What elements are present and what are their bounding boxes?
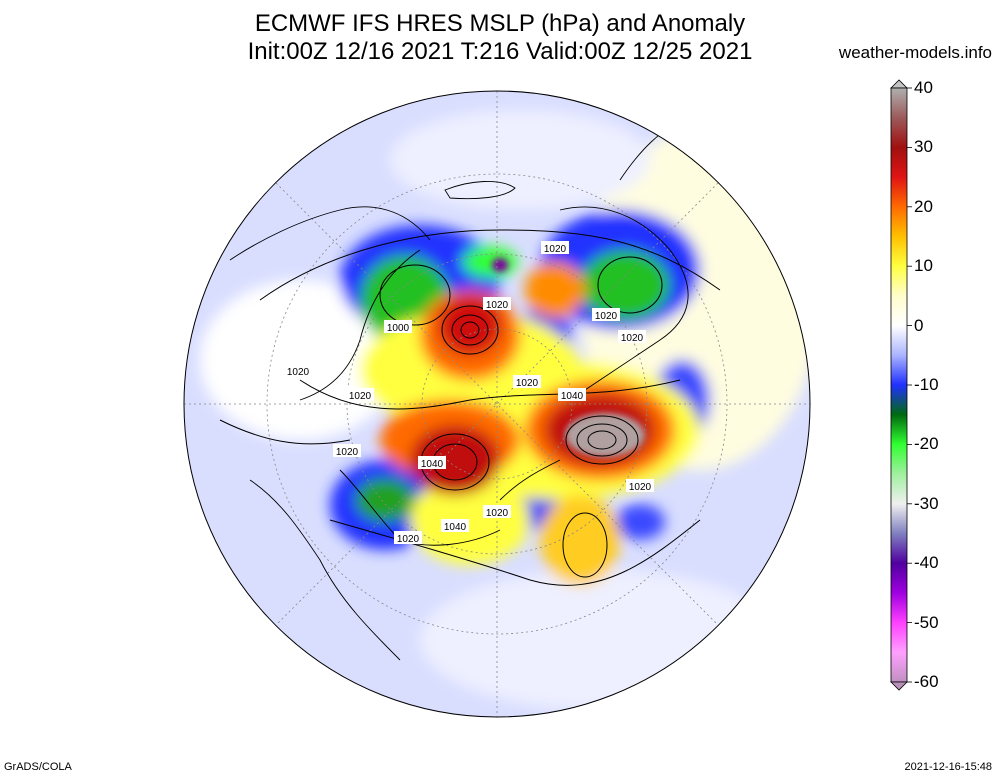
isobar-label: 1040	[441, 519, 469, 533]
colorbar-label: -60	[914, 672, 939, 691]
colorbar-label: -30	[914, 493, 939, 513]
colorbar-label: -50	[914, 612, 939, 632]
colorbar-bottom-arrow	[890, 681, 908, 691]
map-border	[183, 90, 811, 718]
footer-software: GrADS/COLA	[4, 761, 72, 773]
map-subtitle: Init:00Z 12/16 2021 T:216 Valid:00Z 12/2…	[247, 38, 753, 65]
isobar-label: 1000	[384, 320, 412, 334]
svg-text:1020: 1020	[349, 391, 372, 402]
isobar-label: 1020	[346, 388, 374, 402]
svg-text:1020: 1020	[397, 534, 420, 545]
isobar-label: 1020	[284, 364, 312, 378]
colorbar-label: 10	[914, 256, 933, 276]
svg-text:1020: 1020	[621, 333, 644, 344]
svg-text:1020: 1020	[516, 378, 539, 389]
svg-text:1020: 1020	[595, 311, 618, 322]
isobar-label: 1020	[618, 330, 646, 344]
svg-text:1020: 1020	[486, 300, 509, 311]
svg-text:1020: 1020	[287, 367, 310, 378]
graticule	[184, 91, 810, 717]
svg-text:1020: 1020	[544, 244, 567, 255]
colorbar-top-arrow	[890, 79, 908, 89]
isobar-label: 1020	[626, 479, 654, 493]
isobar-label: 1020	[394, 531, 422, 545]
footer-timestamp: 2021-12-16-15:48	[904, 761, 992, 773]
svg-text:1020: 1020	[486, 508, 509, 519]
svg-text:1020: 1020	[336, 447, 359, 458]
colorbar-label: -40	[914, 553, 939, 573]
colorbar-label: 30	[914, 137, 933, 157]
isobar-label: 1020	[483, 297, 511, 311]
svg-text:1020: 1020	[629, 482, 652, 493]
map-title: ECMWF IFS HRES MSLP (hPa) and Anomaly	[254, 10, 746, 37]
colorbar-label: -20	[914, 434, 939, 454]
colorbar-label: 0	[914, 315, 924, 335]
isobar-label: 1020	[483, 505, 511, 519]
credit-text: weather-models.info	[838, 43, 992, 62]
svg-text:1040: 1040	[421, 459, 444, 470]
svg-text:1000: 1000	[387, 323, 410, 334]
colorbar-label: 40	[914, 78, 933, 97]
isobar-label: 1020	[513, 375, 541, 389]
isobar-label: 1020	[592, 308, 620, 322]
colorbar-label: 20	[914, 196, 933, 216]
colorbar-scale	[890, 87, 908, 683]
colorbar-label: -10	[914, 375, 939, 394]
svg-text:1040: 1040	[444, 522, 467, 533]
isobar-label: 1040	[418, 456, 446, 470]
colorbar	[890, 79, 912, 691]
isobar-label: 1040	[558, 388, 586, 402]
svg-text:1040: 1040	[561, 391, 584, 402]
isobar-label: 1020	[333, 444, 361, 458]
isobars	[219, 229, 721, 586]
isobar-label: 1020	[541, 241, 569, 255]
